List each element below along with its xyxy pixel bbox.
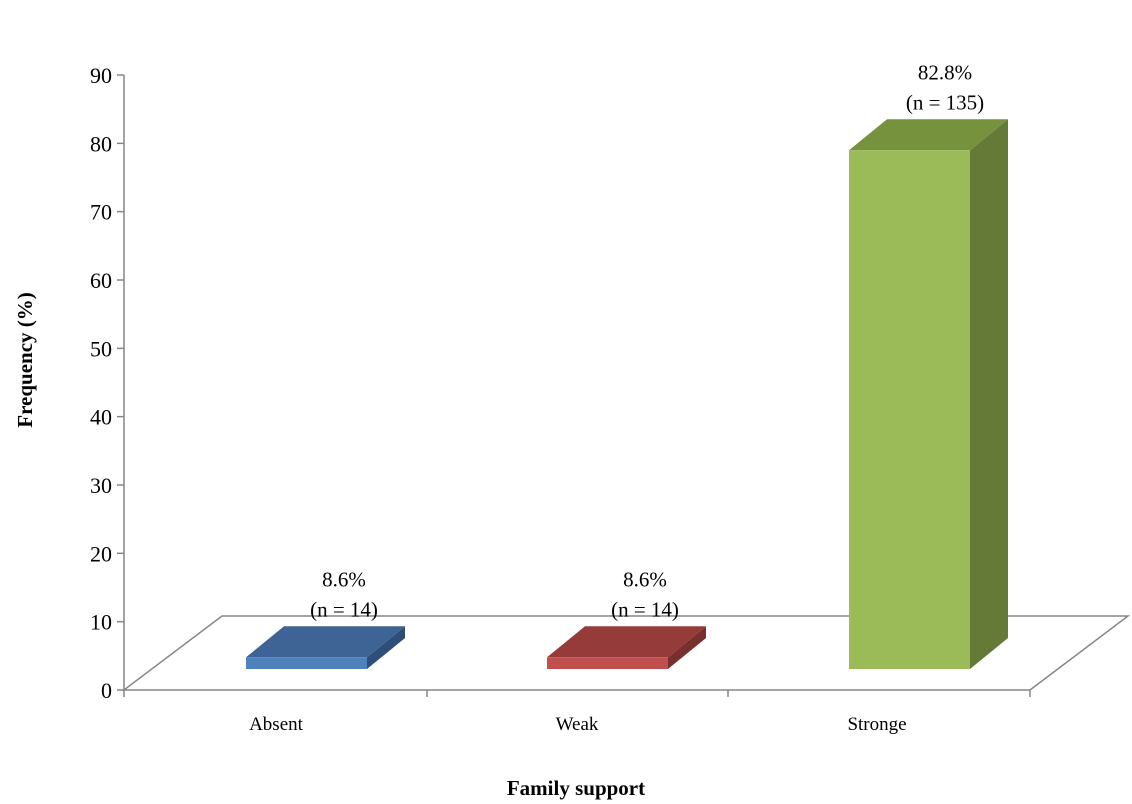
y-tick-label: 50 [90,336,112,361]
y-tick-label: 80 [90,131,112,156]
data-label-percent: 8.6% [623,567,667,591]
y-axis-title: Frequency (%) [13,292,37,428]
x-category-label: Weak [556,714,599,735]
bar-top-face [246,626,405,658]
x-axis-title: Family support [507,776,645,800]
data-label-count: (n = 14) [611,597,679,621]
y-tick-label: 60 [90,268,112,293]
bar-front-face [246,657,367,669]
data-label-percent: 8.6% [322,567,366,591]
x-category-label: Absent [249,714,304,735]
bar-top-face [849,119,1008,151]
y-tick-label: 70 [90,200,112,225]
x-category-label: Stronge [847,714,906,735]
y-tick-label: 10 [90,610,112,635]
bars [246,119,1008,669]
y-axis: 0 10 20 30 40 50 60 70 80 90 [90,63,125,703]
data-label-count: (n = 14) [310,597,378,621]
bar-side-face [668,626,706,669]
bar-absent [246,626,405,669]
chart-floor [121,615,1131,697]
bar-side-face [970,119,1008,669]
bar-weak [547,626,706,669]
bar-top-face [547,626,706,658]
data-label-percent: 82.8% [918,60,972,84]
bar-side-face [367,626,405,669]
bar-stronge [849,119,1008,669]
data-label-count: (n = 135) [906,90,984,114]
bar-front-face [849,150,970,669]
bar-front-face [547,657,668,669]
y-tick-label: 20 [90,541,112,566]
y-tick-label: 40 [90,405,112,430]
y-tick-label: 90 [90,63,112,88]
data-labels: 8.6% (n = 14) Absent 8.6% (n = 14) Weak 82.8% (… [249,60,984,735]
y-tick-label: 30 [90,473,112,498]
y-tick-label: 0 [101,678,112,703]
